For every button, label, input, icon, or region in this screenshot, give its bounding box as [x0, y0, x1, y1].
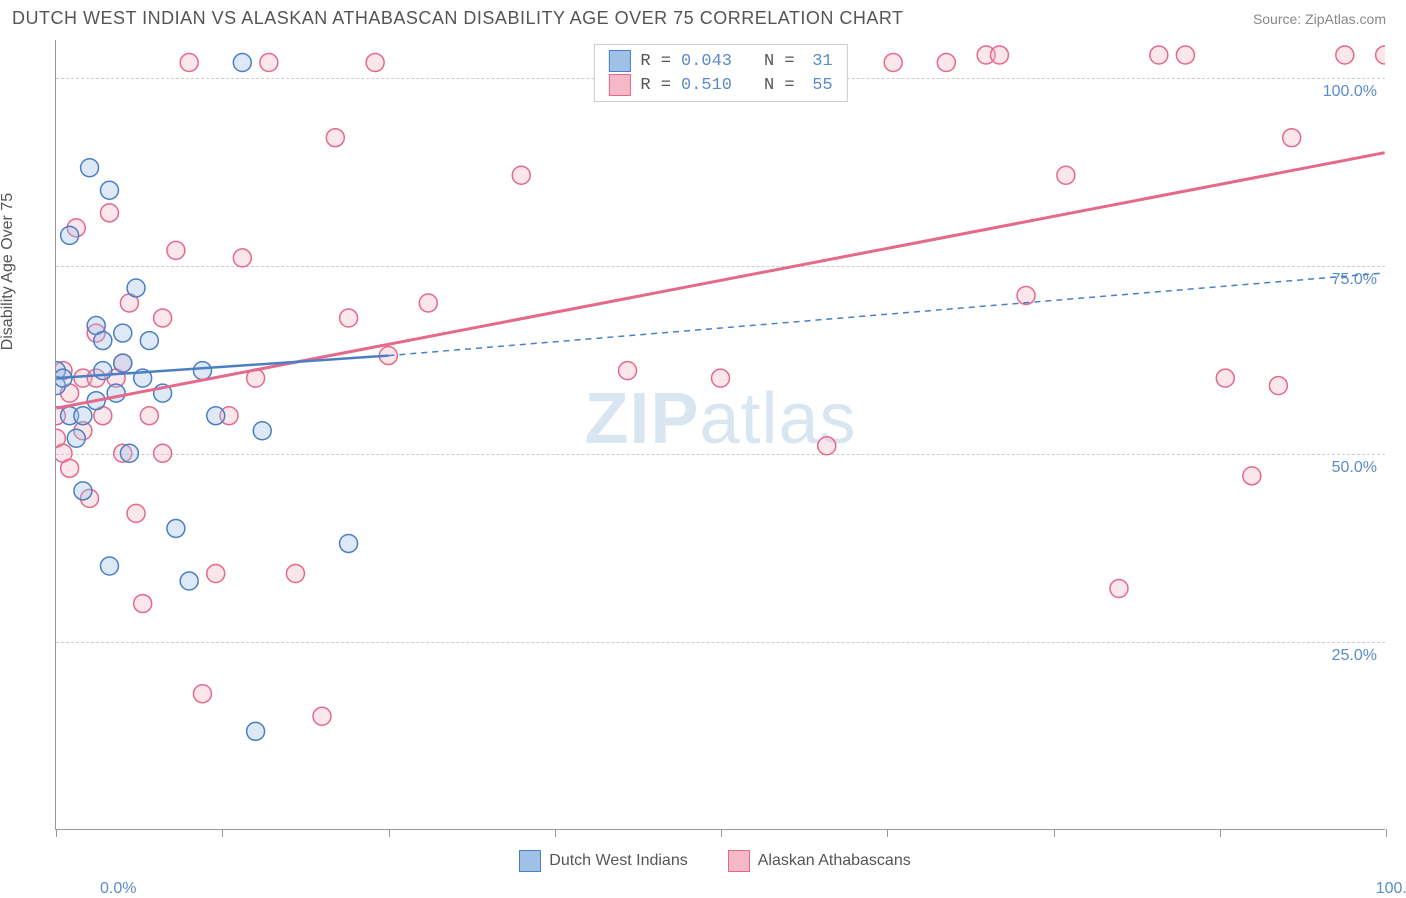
stats-legend-box: R = 0.043 N = 31 R = 0.510 N = 55: [593, 44, 847, 102]
legend-item-blue: Dutch West Indians: [519, 850, 687, 872]
scatter-point: [818, 437, 836, 455]
stats-swatch-blue: [608, 50, 630, 72]
scatter-point: [1216, 369, 1234, 387]
x-tick: [1220, 829, 1221, 837]
scatter-point: [100, 557, 118, 575]
legend-label-blue: Dutch West Indians: [549, 852, 687, 870]
x-tick: [389, 829, 390, 837]
scatter-point: [340, 309, 358, 327]
r-label-0: R =: [640, 52, 671, 71]
scatter-point: [154, 444, 172, 462]
scatter-svg: [56, 40, 1385, 829]
legend-swatch-pink: [728, 850, 750, 872]
scatter-point: [1057, 166, 1075, 184]
scatter-point: [340, 534, 358, 552]
scatter-point: [74, 407, 92, 425]
scatter-point: [67, 429, 85, 447]
stats-swatch-pink: [608, 74, 630, 96]
scatter-point: [619, 362, 637, 380]
scatter-point: [233, 54, 251, 72]
x-label-first: 0.0%: [100, 880, 136, 898]
y-axis-title: Disability Age Over 75: [0, 193, 17, 350]
chart-title: DUTCH WEST INDIAN VS ALASKAN ATHABASCAN …: [12, 8, 904, 29]
scatter-point: [1376, 46, 1385, 64]
scatter-point: [180, 54, 198, 72]
scatter-point: [253, 422, 271, 440]
scatter-point: [140, 407, 158, 425]
stats-row-0: R = 0.043 N = 31: [608, 49, 832, 73]
legend-item-pink: Alaskan Athabascans: [728, 850, 911, 872]
scatter-point: [233, 249, 251, 267]
chart-source: Source: ZipAtlas.com: [1253, 11, 1386, 27]
scatter-point: [260, 54, 278, 72]
scatter-point: [207, 565, 225, 583]
scatter-point: [1283, 129, 1301, 147]
bottom-legend: Dutch West Indians Alaskan Athabascans: [45, 850, 1385, 872]
scatter-point: [1243, 467, 1261, 485]
scatter-point: [180, 572, 198, 590]
x-tick: [1054, 829, 1055, 837]
r-value-1: 0.510: [681, 76, 732, 95]
scatter-point: [94, 362, 112, 380]
scatter-point: [313, 707, 331, 725]
scatter-point: [937, 54, 955, 72]
scatter-point: [81, 159, 99, 177]
scatter-point: [419, 294, 437, 312]
scatter-point: [120, 444, 138, 462]
scatter-point: [154, 309, 172, 327]
n-value-0: 31: [805, 52, 833, 71]
scatter-point: [207, 407, 225, 425]
x-tick: [721, 829, 722, 837]
x-tick: [555, 829, 556, 837]
legend-label-pink: Alaskan Athabascans: [758, 852, 911, 870]
chart-header: DUTCH WEST INDIAN VS ALASKAN ATHABASCAN …: [0, 0, 1406, 33]
scatter-point: [127, 279, 145, 297]
scatter-point: [100, 181, 118, 199]
scatter-point: [127, 504, 145, 522]
scatter-point: [193, 362, 211, 380]
scatter-point: [114, 354, 132, 372]
scatter-point: [167, 519, 185, 537]
scatter-point: [884, 54, 902, 72]
scatter-point: [1336, 46, 1354, 64]
x-axis-labels: 0.0% 100.0%: [100, 880, 1406, 898]
x-tick: [222, 829, 223, 837]
scatter-point: [74, 482, 92, 500]
scatter-point: [1150, 46, 1168, 64]
scatter-point: [167, 241, 185, 259]
scatter-point: [1176, 46, 1194, 64]
n-label-0: N =: [764, 52, 795, 71]
scatter-point: [326, 129, 344, 147]
scatter-point: [61, 459, 79, 477]
x-label-last: 100.0%: [1376, 880, 1406, 898]
scatter-point: [1269, 377, 1287, 395]
scatter-point: [712, 369, 730, 387]
scatter-point: [140, 332, 158, 350]
legend-swatch-blue: [519, 850, 541, 872]
stats-row-1: R = 0.510 N = 55: [608, 73, 832, 97]
scatter-point: [114, 324, 132, 342]
n-value-1: 55: [805, 76, 833, 95]
scatter-point: [94, 332, 112, 350]
scatter-point: [1110, 580, 1128, 598]
x-tick: [887, 829, 888, 837]
scatter-point: [247, 722, 265, 740]
scatter-point: [286, 565, 304, 583]
x-tick: [56, 829, 57, 837]
n-label-1: N =: [764, 76, 795, 95]
chart-container: ZIPatlas R = 0.043 N = 31 R = 0.510 N = …: [45, 40, 1385, 830]
scatter-point: [1017, 286, 1035, 304]
scatter-point: [134, 595, 152, 613]
scatter-point: [193, 685, 211, 703]
scatter-point: [512, 166, 530, 184]
scatter-point: [100, 204, 118, 222]
scatter-point: [61, 226, 79, 244]
scatter-point: [366, 54, 384, 72]
scatter-point: [990, 46, 1008, 64]
plot-area: ZIPatlas R = 0.043 N = 31 R = 0.510 N = …: [55, 40, 1385, 830]
r-label-1: R =: [640, 76, 671, 95]
r-value-0: 0.043: [681, 52, 732, 71]
scatter-point: [107, 384, 125, 402]
x-tick: [1386, 829, 1387, 837]
